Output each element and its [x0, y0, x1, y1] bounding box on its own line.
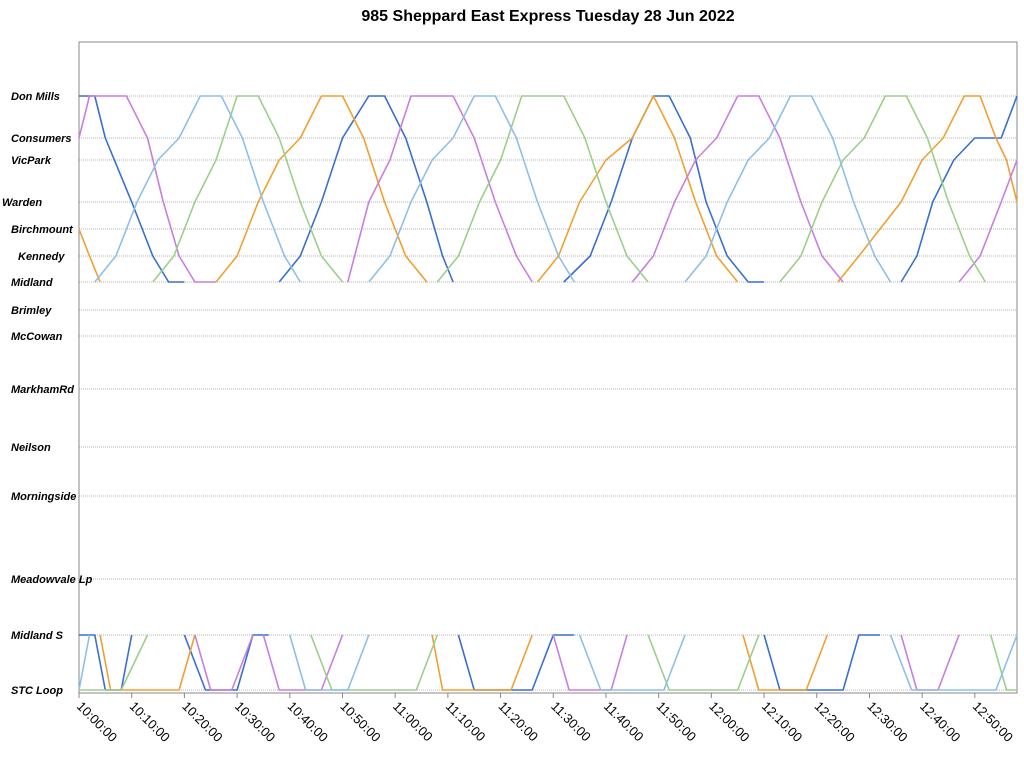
- series-line-green-trip-4: [647, 634, 760, 691]
- series-line-orange-trip-6: [837, 95, 1018, 283]
- stop-label: VicPark: [11, 155, 52, 167]
- x-tick-label: 11:00:00: [390, 699, 436, 745]
- series-line-orange-trip-5: [742, 634, 829, 691]
- series-line-purple-trip-8: [958, 159, 1018, 283]
- series-line-green-trip-2: [310, 634, 439, 691]
- x-tick-label: 10:10:00: [127, 699, 173, 745]
- series-line-lightblue-trip-2: [289, 634, 370, 691]
- x-tick-label: 12:40:00: [917, 699, 963, 745]
- x-ticks: 10:00:00 10:10:00 10:20:00 10:30:00 10:40:00…: [74, 693, 1016, 745]
- x-tick-label: 11:20:00: [495, 699, 541, 745]
- stop-label: Don Mills: [11, 91, 60, 103]
- series-line-purple-trip-0: [78, 95, 216, 283]
- series-line-green-trip-1: [152, 95, 344, 283]
- series-line-purple-trip-7: [900, 634, 960, 691]
- series-line-purple-trip-1: [194, 634, 254, 691]
- stop-label: Warden: [2, 197, 42, 209]
- stop-label: McCowan: [11, 331, 63, 343]
- stop-label: Birchmount: [11, 224, 74, 236]
- x-tick-label: 11:10:00: [443, 699, 489, 745]
- stop-label: STC Loop: [11, 685, 63, 697]
- x-tick-label: 12:50:00: [970, 699, 1016, 745]
- x-tick-label: 12:00:00: [706, 699, 752, 745]
- series-line-lightblue-trip-4: [578, 634, 686, 691]
- x-tick-label: 11:50:00: [654, 699, 700, 745]
- stop-label: Morningside: [11, 491, 76, 503]
- series-line-green-trip-0: [79, 634, 149, 691]
- stop-label: Midland: [11, 277, 53, 289]
- chart-title: 985 Sheppard East Express Tuesday 28 Jun…: [361, 8, 735, 25]
- series-line-blue-trip-4: [457, 634, 575, 691]
- stop-label: Meadowvale Lp: [11, 574, 93, 586]
- stop-label: Midland S: [11, 630, 64, 642]
- stop-labels: Don Mills Consumers VicPark Warden Birchmoun…: [2, 91, 93, 697]
- series-line-lightblue-trip-5: [684, 95, 892, 283]
- x-tick-label: 12:30:00: [864, 699, 910, 745]
- x-tick-label: 10:50:00: [337, 699, 383, 745]
- series-line-blue-trip-5: [563, 95, 765, 283]
- series-line-lightblue-trip-1: [94, 95, 301, 283]
- series-line-green-trip-3: [436, 95, 649, 283]
- series-line-orange-trip-3: [431, 634, 533, 691]
- x-tick-label: 10:30:00: [232, 699, 278, 745]
- series-line-orange-trip-0: [78, 228, 101, 283]
- x-tick-label: 12:10:00: [759, 699, 805, 745]
- series-line-green-trip-5: [779, 95, 987, 283]
- x-tick-label: 11:40:00: [601, 699, 647, 745]
- stop-label: Kennedy: [18, 251, 65, 263]
- series-line-blue-trip-7: [900, 95, 1018, 283]
- series-line-blue-trip-6: [763, 634, 880, 691]
- plot-frame: [78, 41, 1018, 694]
- series-line-purple-trip-6: [631, 95, 844, 283]
- stop-label: Consumers: [11, 133, 72, 145]
- series-line-orange-trip-2: [215, 95, 428, 283]
- stop-label: Neilson: [11, 442, 51, 454]
- gridlines: [79, 95, 1017, 691]
- series-line-orange-trip-1: [99, 634, 196, 691]
- series-line-blue-trip-0: [79, 95, 185, 283]
- series-line-lightblue-trip-3: [368, 95, 575, 283]
- series-line-lightblue-trip-0: [78, 634, 91, 691]
- series-line-green-trip-6: [989, 634, 1017, 691]
- x-tick-label: 10:20:00: [179, 699, 225, 745]
- stop-label: MarkhamRd: [11, 384, 74, 396]
- x-tick-label: 10:00:00: [74, 699, 120, 745]
- x-tick-label: 10:40:00: [285, 699, 331, 745]
- series-line-purple-trip-3: [347, 95, 475, 283]
- series-line-orange-trip-4: [536, 95, 739, 283]
- x-tick-label: 11:30:00: [548, 699, 594, 745]
- series-line-purple-trip-2: [262, 634, 344, 691]
- stop-label: Brimley: [11, 305, 52, 317]
- series-line-lightblue-trip-6: [889, 634, 1018, 691]
- x-tick-label: 12:20:00: [812, 699, 858, 745]
- series-line-purple-trip-5: [552, 634, 628, 691]
- series-line-purple-trip-4: [473, 137, 533, 283]
- series-lines: [78, 95, 1018, 691]
- series-line-blue-trip-3: [278, 95, 454, 283]
